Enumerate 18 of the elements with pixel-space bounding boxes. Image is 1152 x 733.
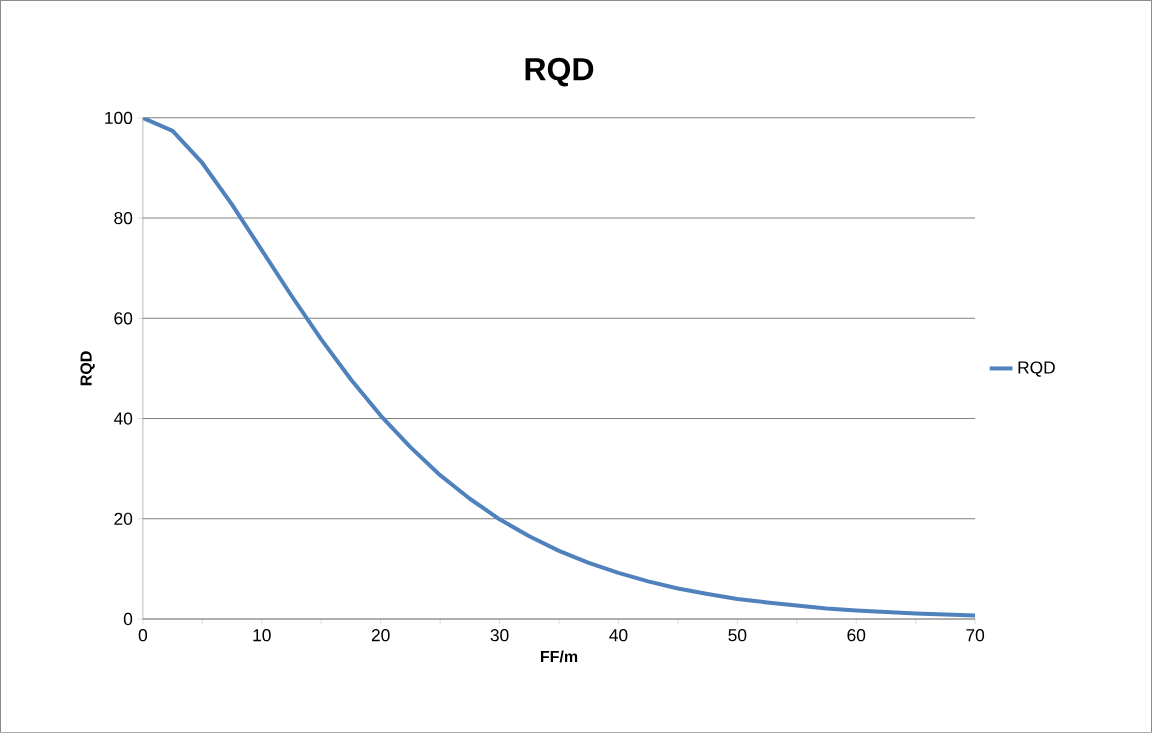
- x-tick-label: 70: [966, 629, 985, 642]
- x-tick-label: 20: [371, 629, 390, 642]
- x-axis-title: FF/m: [540, 650, 578, 663]
- x-tick-label: 40: [609, 629, 628, 642]
- y-tick-label: 60: [114, 312, 133, 325]
- chart-title: RQD: [525, 57, 594, 87]
- y-tick-label: 40: [113, 412, 133, 425]
- legend-label: RQD: [1018, 361, 1055, 377]
- x-tick-label: 50: [728, 629, 747, 642]
- y-tick-label: 100: [105, 111, 133, 125]
- x-tick-label: 60: [847, 629, 866, 642]
- y-tick-label: 80: [114, 212, 133, 225]
- y-tick-label: 20: [114, 512, 133, 525]
- x-tick-label: 10: [253, 629, 271, 642]
- x-tick-label: 0: [138, 629, 148, 642]
- y-tick-label: 0: [123, 612, 133, 626]
- y-axis-title: RQD: [80, 351, 95, 386]
- x-tick-label: 30: [490, 629, 509, 642]
